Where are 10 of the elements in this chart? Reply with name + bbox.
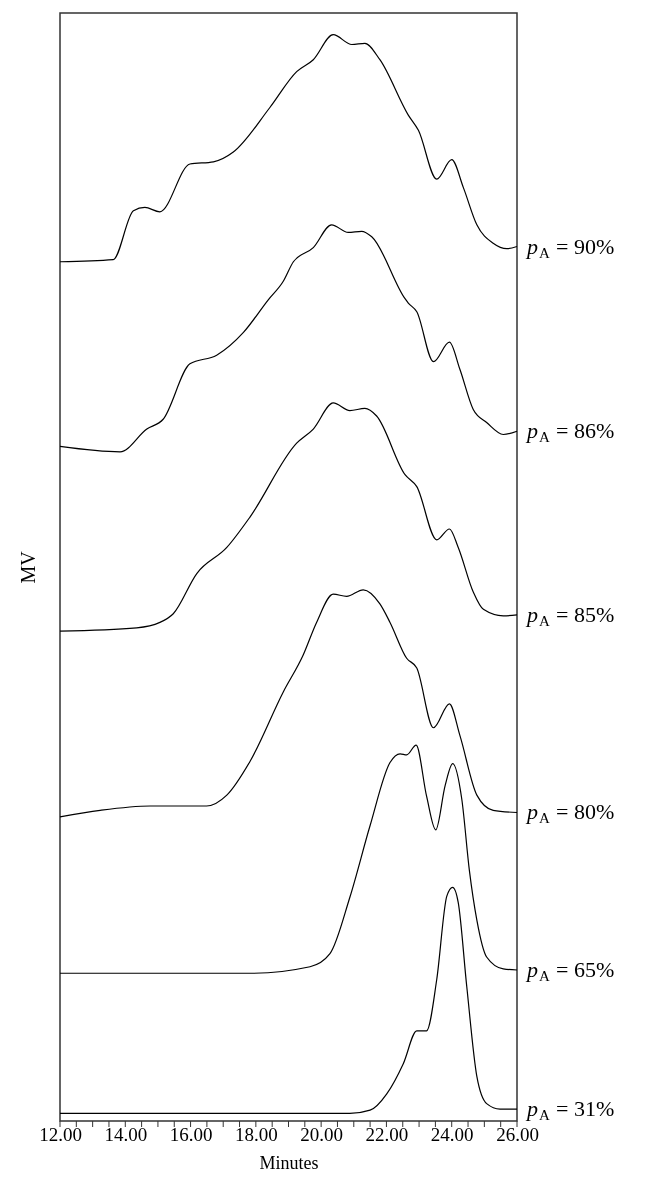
x-tick-label: 16.00 bbox=[169, 1123, 213, 1145]
x-tick-label: 12.00 bbox=[39, 1123, 82, 1145]
x-tick-label: 18.00 bbox=[234, 1123, 278, 1145]
x-tick-label: 24.00 bbox=[430, 1123, 474, 1145]
x-tick-label: 26.00 bbox=[496, 1123, 539, 1145]
x-tick-label: 20.00 bbox=[300, 1123, 344, 1145]
x-tick-label: 22.00 bbox=[365, 1123, 409, 1145]
x-tick-label: 14.00 bbox=[104, 1123, 148, 1145]
y-axis-title: MV bbox=[16, 550, 39, 584]
x-axis-title: Minutes bbox=[259, 1152, 319, 1173]
